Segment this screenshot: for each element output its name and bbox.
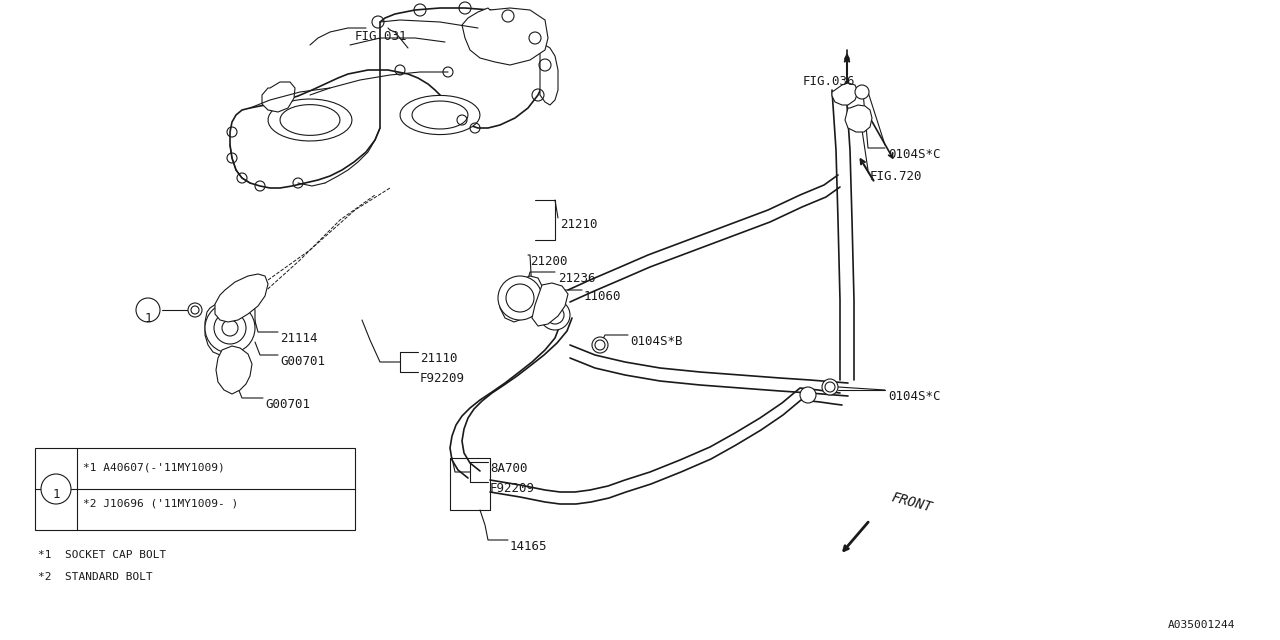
Polygon shape — [540, 45, 558, 105]
Text: 0104S*B: 0104S*B — [630, 335, 682, 348]
Circle shape — [591, 337, 608, 353]
Text: 14165: 14165 — [509, 540, 548, 553]
Text: *1  SOCKET CAP BOLT: *1 SOCKET CAP BOLT — [38, 550, 166, 560]
Text: FRONT: FRONT — [890, 490, 934, 515]
Text: G00701: G00701 — [280, 355, 325, 368]
Polygon shape — [462, 8, 548, 65]
Polygon shape — [262, 82, 294, 112]
Circle shape — [205, 303, 255, 353]
Text: 21110: 21110 — [420, 352, 457, 365]
Text: 11060: 11060 — [584, 290, 622, 303]
Circle shape — [547, 306, 564, 324]
Polygon shape — [832, 83, 858, 105]
Text: 21200: 21200 — [530, 255, 567, 268]
Text: FIG.036: FIG.036 — [803, 75, 855, 88]
Polygon shape — [845, 105, 872, 132]
Circle shape — [41, 474, 70, 504]
Text: 8A700: 8A700 — [490, 462, 527, 475]
Polygon shape — [230, 8, 548, 188]
Polygon shape — [412, 101, 468, 129]
Circle shape — [214, 312, 246, 344]
Text: 1: 1 — [52, 488, 60, 502]
Circle shape — [540, 300, 570, 330]
Text: FIG.031: FIG.031 — [355, 30, 407, 43]
Text: A035001244: A035001244 — [1167, 620, 1235, 630]
Polygon shape — [268, 99, 352, 141]
Circle shape — [506, 284, 534, 312]
Circle shape — [188, 303, 202, 317]
Polygon shape — [205, 296, 255, 355]
Circle shape — [855, 85, 869, 99]
Circle shape — [800, 387, 817, 403]
Circle shape — [822, 379, 838, 395]
Text: *2  STANDARD BOLT: *2 STANDARD BOLT — [38, 572, 152, 582]
Text: 21236: 21236 — [558, 272, 595, 285]
Text: *1 A40607(-'11MY1009): *1 A40607(-'11MY1009) — [83, 462, 225, 472]
Polygon shape — [216, 346, 252, 394]
Text: 21114: 21114 — [280, 332, 317, 345]
Text: FIG.720: FIG.720 — [870, 170, 923, 183]
Polygon shape — [532, 283, 568, 326]
Polygon shape — [215, 274, 268, 322]
Text: *2 J10696 ('11MY1009- ): *2 J10696 ('11MY1009- ) — [83, 499, 238, 509]
Text: G00701: G00701 — [265, 398, 310, 411]
Text: F92209: F92209 — [420, 372, 465, 385]
Text: F92209: F92209 — [490, 482, 535, 495]
Bar — [35, 448, 355, 530]
Polygon shape — [401, 95, 480, 134]
Circle shape — [136, 298, 160, 322]
Polygon shape — [500, 276, 541, 322]
Circle shape — [498, 276, 541, 320]
Text: 0104S*C: 0104S*C — [888, 390, 941, 403]
Polygon shape — [280, 104, 340, 136]
Text: 1: 1 — [145, 312, 152, 324]
Text: 21210: 21210 — [561, 218, 598, 231]
Text: 0104S*C: 0104S*C — [888, 148, 941, 161]
